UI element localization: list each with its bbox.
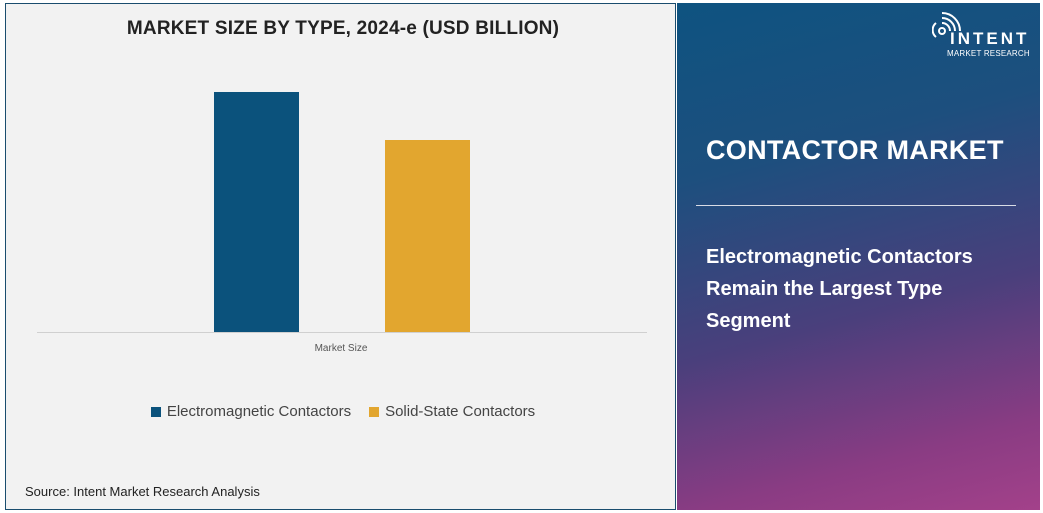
bar-electromagnetic-contactors [214,92,299,332]
chart-title: MARKET SIZE BY TYPE, 2024-e (USD BILLION… [126,18,560,39]
market-title: CONTACTOR MARKET [706,135,1004,165]
legend: Electromagnetic Contactors Solid-State Co… [0,403,686,420]
source-note: Source: Intent Market Research Analysis [25,484,260,499]
divider [696,205,1016,206]
legend-label: Electromagnetic Contactors [166,403,352,420]
legend-swatch [150,406,161,417]
legend-swatch [369,406,380,417]
intent-logo: INTENT MARKET RESEARCH [932,11,1032,59]
chart-panel [5,3,676,510]
legend-item: Electromagnetic Contactors [150,403,352,420]
bar-chart: Market Size [37,92,647,354]
signal-icon [932,12,961,38]
x-tick-label: Market Size [315,343,368,354]
bar-solid-state-contactors [385,140,470,332]
info-panel: INTENT MARKET RESEARCH CONTACTOR MARKET … [677,3,1040,510]
key-insight: Electromagnetic Contactors Remain the La… [706,246,973,332]
legend-item: Solid-State Contactors [369,403,535,420]
legend-label: Solid-State Contactors [385,403,536,420]
